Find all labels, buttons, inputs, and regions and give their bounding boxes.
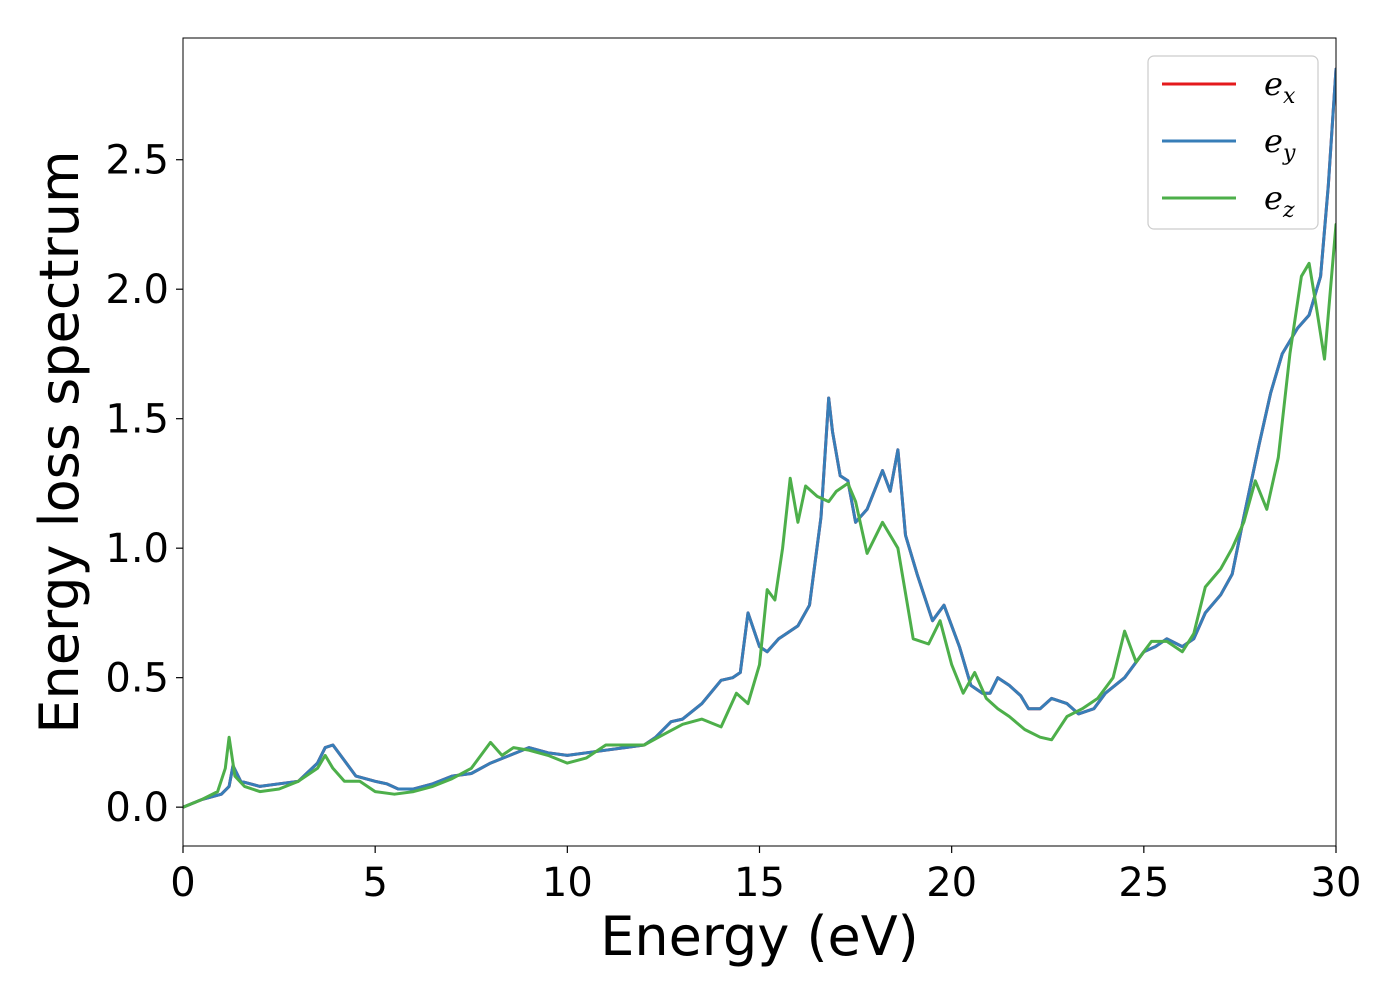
x-tick-label: 30 xyxy=(1311,860,1362,906)
y-tick-label: 1.5 xyxy=(105,397,169,443)
x-tick-label: 20 xyxy=(926,860,977,906)
legend-label-base: e xyxy=(1264,65,1283,103)
x-tick-label: 0 xyxy=(170,860,195,906)
series-line-z xyxy=(183,223,1336,809)
legend-label-x: ex xyxy=(1264,65,1296,109)
y-axis: 0.0 0.5 1.0 1.5 2.0 2.5 xyxy=(105,138,183,831)
y-tick-label: 0.5 xyxy=(105,656,169,702)
x-axis-title: Energy (eV) xyxy=(600,905,919,968)
legend-label-z: ez xyxy=(1264,179,1295,223)
y-axis-title: Energy loss spectrum xyxy=(28,150,91,733)
x-tick-label: 25 xyxy=(1118,860,1169,906)
y-tick-label: 2.5 xyxy=(105,138,169,184)
y-tick-label: 0.0 xyxy=(105,785,169,831)
x-tick-label: 5 xyxy=(362,860,387,906)
legend-label-subscript: x xyxy=(1283,84,1296,109)
legend-label-subscript: z xyxy=(1282,198,1295,223)
x-tick-label: 15 xyxy=(734,860,785,906)
legend-label-base: e xyxy=(1264,122,1283,160)
legend-label-y: ey xyxy=(1264,122,1296,166)
series-line-y xyxy=(183,67,1336,809)
x-tick-label: 10 xyxy=(542,860,593,906)
y-tick-label: 1.0 xyxy=(105,526,169,572)
series-layer xyxy=(183,67,1336,809)
legend-label-base: e xyxy=(1264,179,1283,217)
y-tick-label: 2.0 xyxy=(105,267,169,313)
legend-label-subscript: y xyxy=(1282,141,1296,166)
x-axis: 0 5 10 15 20 25 30 xyxy=(170,846,1361,906)
